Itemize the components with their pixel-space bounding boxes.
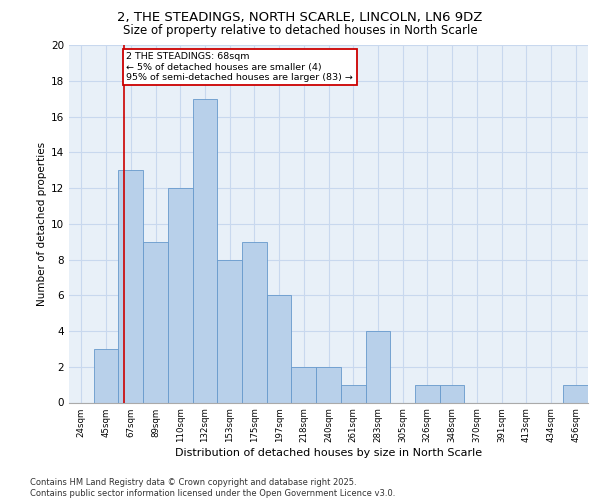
Bar [415,384,440,402]
Y-axis label: Number of detached properties: Number of detached properties [37,142,47,306]
Bar [193,98,217,403]
Text: 2, THE STEADINGS, NORTH SCARLE, LINCOLN, LN6 9DZ: 2, THE STEADINGS, NORTH SCARLE, LINCOLN,… [118,11,482,24]
Bar [168,188,193,402]
X-axis label: Distribution of detached houses by size in North Scarle: Distribution of detached houses by size … [175,448,482,458]
Bar [563,384,588,402]
Text: Size of property relative to detached houses in North Scarle: Size of property relative to detached ho… [122,24,478,37]
Bar [118,170,143,402]
Text: Contains HM Land Registry data © Crown copyright and database right 2025.
Contai: Contains HM Land Registry data © Crown c… [30,478,395,498]
Bar [440,384,464,402]
Bar [316,367,341,402]
Bar [217,260,242,402]
Bar [365,331,390,402]
Bar [143,242,168,402]
Text: 2 THE STEADINGS: 68sqm
← 5% of detached houses are smaller (4)
95% of semi-detac: 2 THE STEADINGS: 68sqm ← 5% of detached … [127,52,353,82]
Bar [94,349,118,403]
Bar [292,367,316,402]
Bar [242,242,267,402]
Bar [267,295,292,403]
Bar [341,384,365,402]
